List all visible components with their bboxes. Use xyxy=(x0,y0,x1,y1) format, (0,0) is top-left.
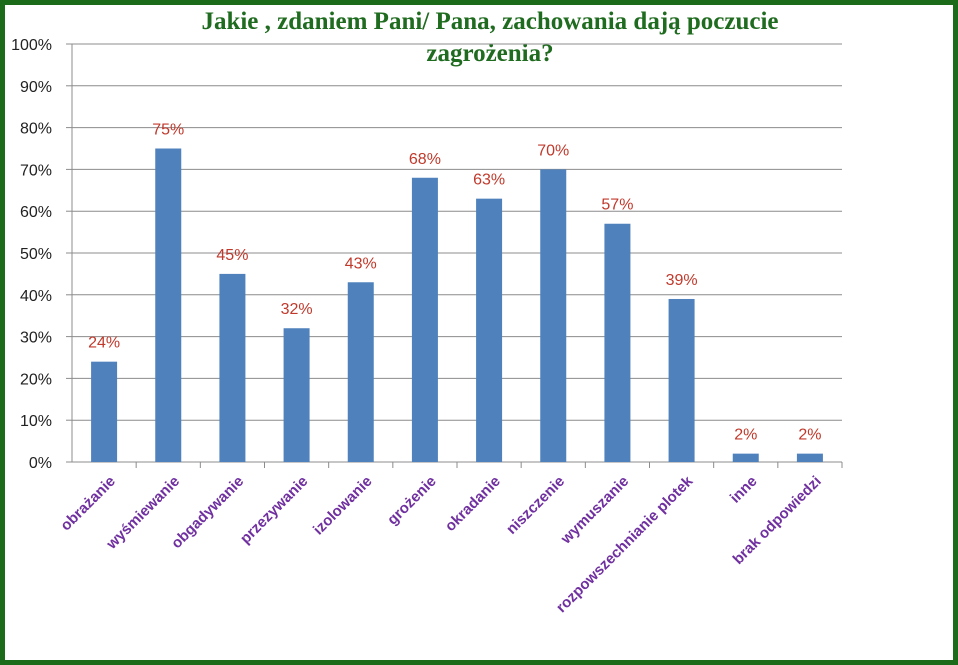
category-label: obrażanie xyxy=(57,473,119,535)
category-label: inne xyxy=(727,473,761,507)
data-label: 75% xyxy=(152,122,184,139)
y-tick-label: 60% xyxy=(20,204,52,221)
y-tick-label: 50% xyxy=(20,246,52,263)
y-tick-label: 40% xyxy=(20,288,52,305)
y-tick-label: 0% xyxy=(29,455,52,472)
data-label: 45% xyxy=(216,247,248,264)
category-label: izolowanie xyxy=(310,473,376,539)
data-label: 24% xyxy=(88,335,120,352)
data-label: 70% xyxy=(537,142,569,159)
bar xyxy=(604,223,631,462)
data-label: 68% xyxy=(409,151,441,168)
data-label: 63% xyxy=(473,172,505,189)
bar xyxy=(347,282,374,462)
bar xyxy=(796,453,823,462)
bar xyxy=(668,298,695,462)
data-label: 2% xyxy=(798,427,821,444)
bar xyxy=(540,169,567,462)
category-label: okradanie xyxy=(442,473,504,535)
category-label: grożenie xyxy=(384,473,440,529)
y-tick-label: 70% xyxy=(20,162,52,179)
y-tick-label: 100% xyxy=(11,37,52,54)
bar xyxy=(283,328,310,462)
bar xyxy=(732,453,759,462)
data-label: 57% xyxy=(601,197,633,214)
bar xyxy=(155,148,182,462)
bar xyxy=(219,273,246,462)
y-tick-label: 90% xyxy=(20,79,52,96)
bar xyxy=(476,198,503,462)
data-label: 32% xyxy=(281,301,313,318)
y-tick-label: 80% xyxy=(20,121,52,138)
data-label: 2% xyxy=(734,427,757,444)
bar xyxy=(91,361,118,462)
y-tick-label: 20% xyxy=(20,371,52,388)
y-tick-label: 10% xyxy=(20,413,52,430)
category-label: rozpowszechnianie plotek xyxy=(553,472,697,616)
category-label: przezywanie xyxy=(237,473,312,548)
data-label: 39% xyxy=(666,272,698,289)
chart-title: Jakie , zdaniem Pani/ Pana, zachowania d… xyxy=(201,8,779,67)
category-label: niszczenie xyxy=(503,473,568,538)
data-label: 43% xyxy=(345,255,377,272)
bar xyxy=(411,177,438,462)
y-tick-label: 30% xyxy=(20,330,52,347)
